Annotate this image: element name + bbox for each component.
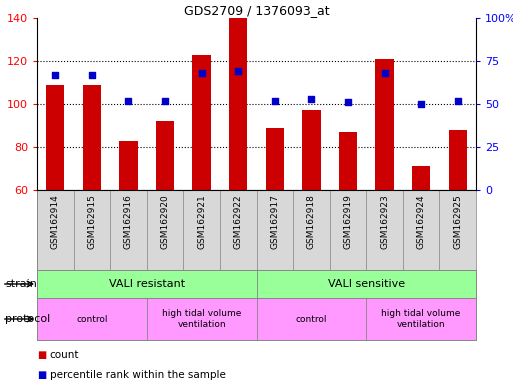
Bar [229,18,247,190]
Text: GSM162917: GSM162917 [270,194,279,249]
Point [88,72,96,78]
Text: high tidal volume
ventilation: high tidal volume ventilation [162,309,241,329]
Text: GSM162922: GSM162922 [234,194,243,248]
Point [417,101,425,107]
Text: count: count [50,350,80,360]
Text: GSM162925: GSM162925 [453,194,462,249]
Text: GSM162924: GSM162924 [417,194,426,248]
Text: GSM162915: GSM162915 [87,194,96,249]
Bar [256,298,366,340]
Text: GSM162923: GSM162923 [380,194,389,249]
Text: VALI sensitive: VALI sensitive [328,279,405,289]
Point [161,98,169,104]
Bar [46,84,65,190]
Bar [366,298,476,340]
Bar [156,121,174,190]
Text: protocol: protocol [5,314,50,324]
Text: ■: ■ [37,369,46,379]
Text: percentile rank within the sample: percentile rank within the sample [50,369,226,379]
Bar [120,141,137,190]
Text: control: control [76,314,108,323]
Point [344,99,352,105]
Bar [37,270,256,298]
Bar [192,55,211,190]
Point [271,98,279,104]
Text: control: control [295,314,327,323]
Text: GSM162920: GSM162920 [161,194,169,249]
Bar [448,130,467,190]
Bar [412,166,430,190]
Bar [256,270,476,298]
Title: GDS2709 / 1376093_at: GDS2709 / 1376093_at [184,4,329,17]
Point [453,98,462,104]
Text: GSM162916: GSM162916 [124,194,133,249]
Point [198,70,206,76]
Point [381,70,389,76]
Bar [339,132,357,190]
Bar [37,298,147,340]
Point [234,68,242,74]
Text: GSM162919: GSM162919 [344,194,352,249]
Text: strain: strain [5,279,37,289]
Text: GSM162921: GSM162921 [197,194,206,249]
Bar [147,298,256,340]
Bar [376,59,393,190]
Text: GSM162914: GSM162914 [51,194,60,249]
Point [307,96,315,102]
Bar [266,127,284,190]
Point [124,98,132,104]
Text: ■: ■ [37,350,46,360]
Text: VALI resistant: VALI resistant [109,279,185,289]
Text: high tidal volume
ventilation: high tidal volume ventilation [382,309,461,329]
Bar [83,84,101,190]
Point [51,72,60,78]
Bar [302,111,321,190]
Text: GSM162918: GSM162918 [307,194,316,249]
